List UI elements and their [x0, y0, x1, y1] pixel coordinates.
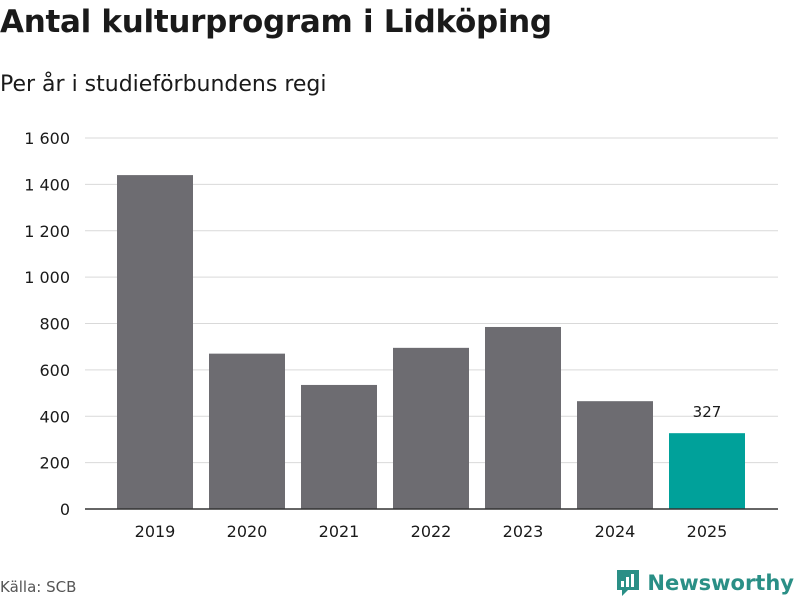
chart-subtitle: Per år i studieförbundens regi [0, 72, 327, 97]
x-tick-label: 2025 [687, 522, 728, 541]
y-tick-label: 200 [39, 454, 70, 473]
x-tick-label: 2024 [595, 522, 636, 541]
x-tick-label: 2022 [411, 522, 452, 541]
y-tick-label: 1 600 [24, 129, 70, 148]
bar-2022 [393, 347, 469, 509]
y-tick-label: 1 400 [24, 175, 70, 194]
bars [117, 175, 745, 509]
y-tick-label: 400 [39, 407, 70, 426]
bar-2019 [117, 175, 193, 509]
bar-2021 [301, 384, 377, 509]
x-tick-label: 2021 [319, 522, 360, 541]
y-tick-label: 1 000 [24, 268, 70, 287]
brand-name: Newsworthy [647, 571, 794, 595]
y-tick-label: 1 200 [24, 222, 70, 241]
x-tick-label: 2023 [503, 522, 544, 541]
brand-logo: Newsworthy [615, 568, 794, 598]
data-label: 327 [693, 403, 722, 421]
y-tick-label: 0 [60, 500, 70, 519]
bar-2025 [669, 433, 745, 509]
chart-title: Antal kulturprogram i Lidköping [0, 4, 552, 40]
bar-2024 [577, 401, 653, 509]
y-tick-label: 600 [39, 361, 70, 380]
newsworthy-icon [617, 570, 640, 596]
x-tick-label: 2019 [135, 522, 176, 541]
labels: 0 200 400 600 800 1 000 1 200 1 400 1 600 2019 202… [24, 129, 727, 541]
bar-2020 [209, 353, 285, 509]
y-tick-label: 800 [39, 315, 70, 334]
source-note: Källa: SCB [0, 578, 77, 596]
bar-2023 [485, 326, 561, 509]
x-tick-label: 2020 [227, 522, 268, 541]
